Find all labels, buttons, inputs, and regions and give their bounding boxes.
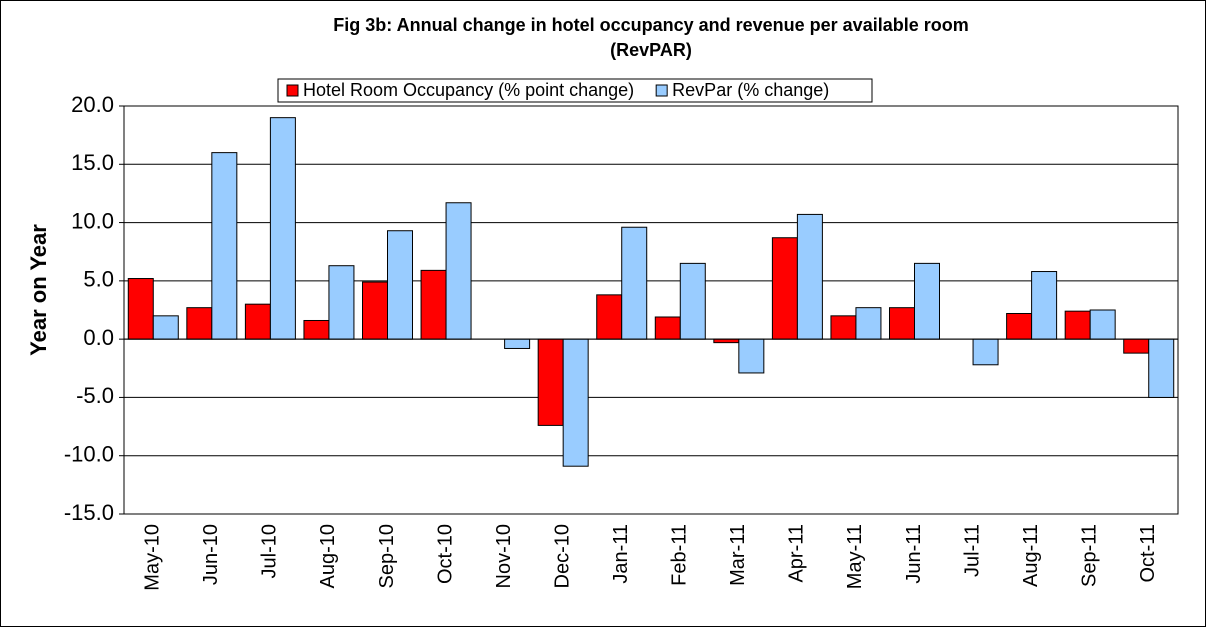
bar: [855, 307, 882, 340]
y-tick-label: -10.0: [64, 442, 114, 467]
bar: [796, 213, 823, 340]
bar: [738, 338, 765, 374]
x-tick-label: Jun-11: [903, 524, 925, 584]
x-tick-label: Sep-11: [1078, 524, 1100, 587]
x-tick-label: Nov-10: [493, 524, 515, 588]
bar: [328, 265, 355, 340]
legend-label: Hotel Room Occupancy (% point change): [303, 80, 634, 100]
bar: [621, 226, 648, 340]
bar: [152, 315, 179, 340]
y-tick-label: 5.0: [83, 267, 114, 292]
bar: [244, 303, 271, 340]
chart-title: (RevPAR): [610, 40, 692, 60]
y-tick-label: -15.0: [64, 500, 114, 525]
bar: [1089, 309, 1116, 340]
bar: [127, 278, 154, 340]
bar: [679, 262, 706, 340]
y-tick-label: -5.0: [76, 383, 114, 408]
x-tick-label: Jan-11: [610, 524, 632, 584]
bar: [771, 237, 798, 340]
bar: [269, 117, 296, 340]
y-axis-label: Year on Year: [26, 224, 51, 356]
bar: [537, 338, 564, 426]
chart-title: Fig 3b: Annual change in hotel occupancy…: [333, 15, 968, 35]
x-tick-label: Feb-11: [669, 524, 691, 586]
x-tick-label: Apr-11: [786, 524, 808, 583]
x-tick-label: Oct-11: [1137, 524, 1159, 583]
bar: [596, 294, 623, 340]
x-tick-label: Aug-11: [1020, 524, 1042, 587]
x-tick-label: Aug-10: [317, 524, 339, 589]
bar: [504, 338, 531, 349]
bar: [1031, 271, 1058, 340]
bar: [420, 269, 447, 340]
bar: [972, 338, 999, 366]
bar: [914, 262, 940, 340]
bar: [186, 307, 213, 340]
bar: [1064, 310, 1091, 340]
x-tick-label: May-10: [142, 524, 164, 591]
bar: [1123, 338, 1150, 354]
legend-label: RevPar (% change): [672, 80, 829, 100]
bar: [445, 202, 472, 340]
bar: [303, 319, 330, 340]
bar: [889, 307, 915, 340]
y-tick-label: 0.0: [83, 325, 114, 350]
x-tick-label: Jul-11: [961, 524, 983, 577]
bar: [211, 152, 238, 340]
x-tick-label: Sep-10: [376, 524, 398, 589]
x-tick-label: Mar-11: [727, 524, 749, 586]
bar: [1148, 338, 1175, 398]
plot-area: [123, 105, 1179, 515]
bar: [654, 316, 681, 340]
bar: [713, 338, 740, 344]
legend-swatch: [286, 84, 299, 97]
bar: [362, 281, 388, 340]
legend-swatch: [655, 84, 668, 97]
x-tick-label: Dec-10: [551, 524, 573, 588]
bar: [830, 315, 857, 340]
bar: [1006, 312, 1033, 340]
y-tick-label: 15.0: [71, 150, 114, 175]
bar: [562, 338, 589, 467]
x-tick-label: Jul-10: [259, 524, 281, 578]
y-tick-label: 10.0: [71, 208, 114, 233]
y-tick-label: 20.0: [71, 92, 114, 117]
x-tick-label: May-11: [844, 524, 866, 589]
x-tick-label: Jun-10: [200, 524, 222, 585]
bar: [387, 230, 413, 340]
x-tick-label: Oct-10: [434, 524, 456, 584]
legend-box: [277, 78, 873, 103]
